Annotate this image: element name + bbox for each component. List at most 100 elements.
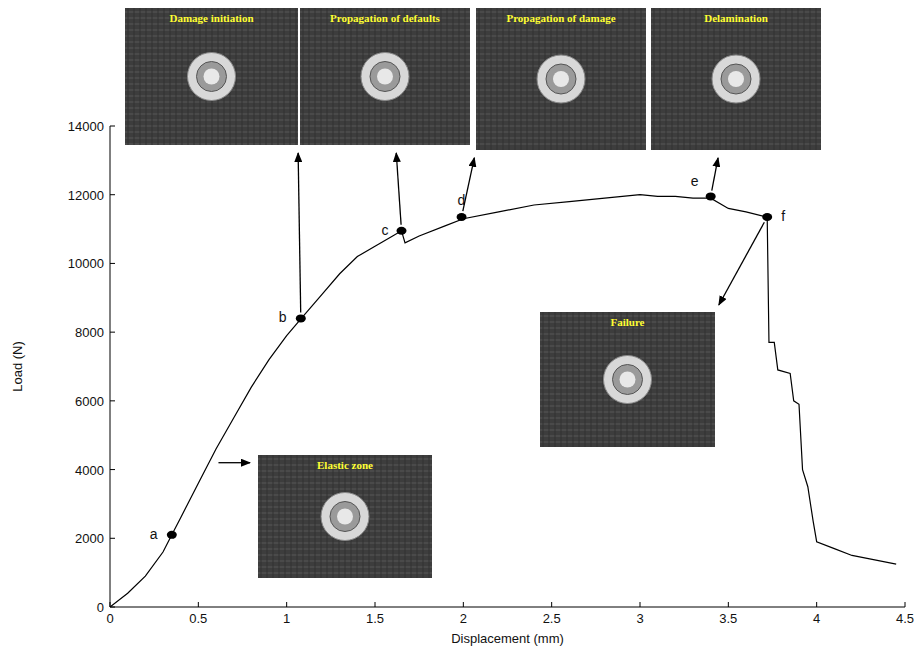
texture	[272, 8, 273, 145]
x-tick	[905, 602, 906, 607]
texture	[242, 8, 243, 145]
texture	[768, 8, 769, 150]
texture	[315, 8, 316, 145]
arrow	[218, 462, 250, 463]
texture	[441, 8, 442, 145]
texture	[476, 35, 646, 37]
texture	[417, 455, 418, 578]
texture	[672, 8, 673, 150]
texture	[605, 8, 606, 150]
texture	[651, 131, 821, 133]
texture	[503, 8, 504, 150]
texture	[300, 143, 470, 145]
texture	[134, 8, 135, 145]
texture	[393, 455, 394, 578]
texture	[587, 8, 588, 150]
texture	[459, 8, 460, 145]
texture	[543, 312, 544, 447]
photo-background	[125, 8, 298, 145]
texture	[515, 8, 516, 150]
texture	[476, 47, 646, 49]
texture	[651, 47, 821, 49]
texture	[497, 8, 498, 150]
point-label: a	[150, 526, 158, 542]
texture	[663, 312, 664, 447]
bolt-head	[546, 64, 576, 94]
texture	[260, 8, 261, 145]
texture	[476, 137, 646, 139]
x-tick	[640, 602, 641, 607]
texture	[447, 8, 448, 145]
bolt-center	[204, 69, 220, 85]
point-marker	[457, 213, 467, 221]
point-label: e	[691, 173, 699, 189]
texture	[675, 312, 676, 447]
bolt-head	[613, 365, 643, 395]
texture	[651, 125, 821, 127]
y-tick	[110, 332, 115, 333]
bolt-center	[553, 71, 569, 87]
texture	[284, 8, 285, 145]
arrow	[396, 153, 401, 225]
y-tick	[110, 538, 115, 539]
bolt-center	[728, 71, 744, 87]
texture	[476, 143, 646, 145]
texture	[315, 455, 316, 578]
washer	[321, 493, 369, 541]
texture	[792, 8, 793, 150]
texture	[399, 455, 400, 578]
point-marker	[706, 192, 716, 200]
texture	[702, 8, 703, 150]
y-tick	[110, 469, 115, 470]
texture	[279, 455, 280, 578]
load-curve	[110, 195, 896, 607]
texture	[345, 8, 346, 145]
y-tick-label: 10000	[68, 256, 104, 271]
texture	[651, 137, 821, 139]
washer	[188, 53, 236, 101]
texture	[303, 455, 304, 578]
texture	[804, 8, 805, 150]
texture	[579, 312, 580, 447]
texture	[309, 8, 310, 145]
photo-caption: Propagation of damage	[506, 12, 615, 24]
photo-panel: Propagation of damage	[476, 8, 646, 150]
y-tick-label: 4000	[75, 463, 104, 478]
texture	[176, 8, 177, 145]
texture	[300, 29, 470, 31]
texture	[762, 8, 763, 150]
plot-area	[110, 192, 896, 607]
texture	[300, 125, 470, 127]
texture	[152, 8, 153, 145]
texture	[300, 131, 470, 133]
texture	[453, 8, 454, 145]
texture	[669, 312, 670, 447]
texture	[780, 8, 781, 150]
texture	[798, 8, 799, 150]
texture	[690, 8, 691, 150]
texture	[164, 8, 165, 145]
texture	[641, 8, 642, 150]
x-tick-label: 2.5	[543, 611, 561, 626]
arrow	[298, 153, 301, 312]
texture	[321, 8, 322, 145]
photo-background	[476, 8, 646, 150]
arrow	[712, 158, 718, 191]
bolt-head	[721, 64, 751, 94]
y-tick	[110, 194, 115, 195]
texture	[423, 455, 424, 578]
texture	[666, 8, 667, 150]
texture	[375, 455, 376, 578]
texture	[476, 131, 646, 133]
x-tick	[198, 602, 199, 607]
texture	[381, 455, 382, 578]
texture	[696, 8, 697, 150]
photo-background	[300, 8, 470, 145]
texture	[774, 8, 775, 150]
bolt-head	[330, 502, 360, 532]
texture	[651, 29, 821, 31]
texture	[708, 8, 709, 150]
texture	[300, 107, 470, 109]
x-tick	[728, 602, 729, 607]
x-axis-title: Displacement (mm)	[451, 631, 564, 646]
